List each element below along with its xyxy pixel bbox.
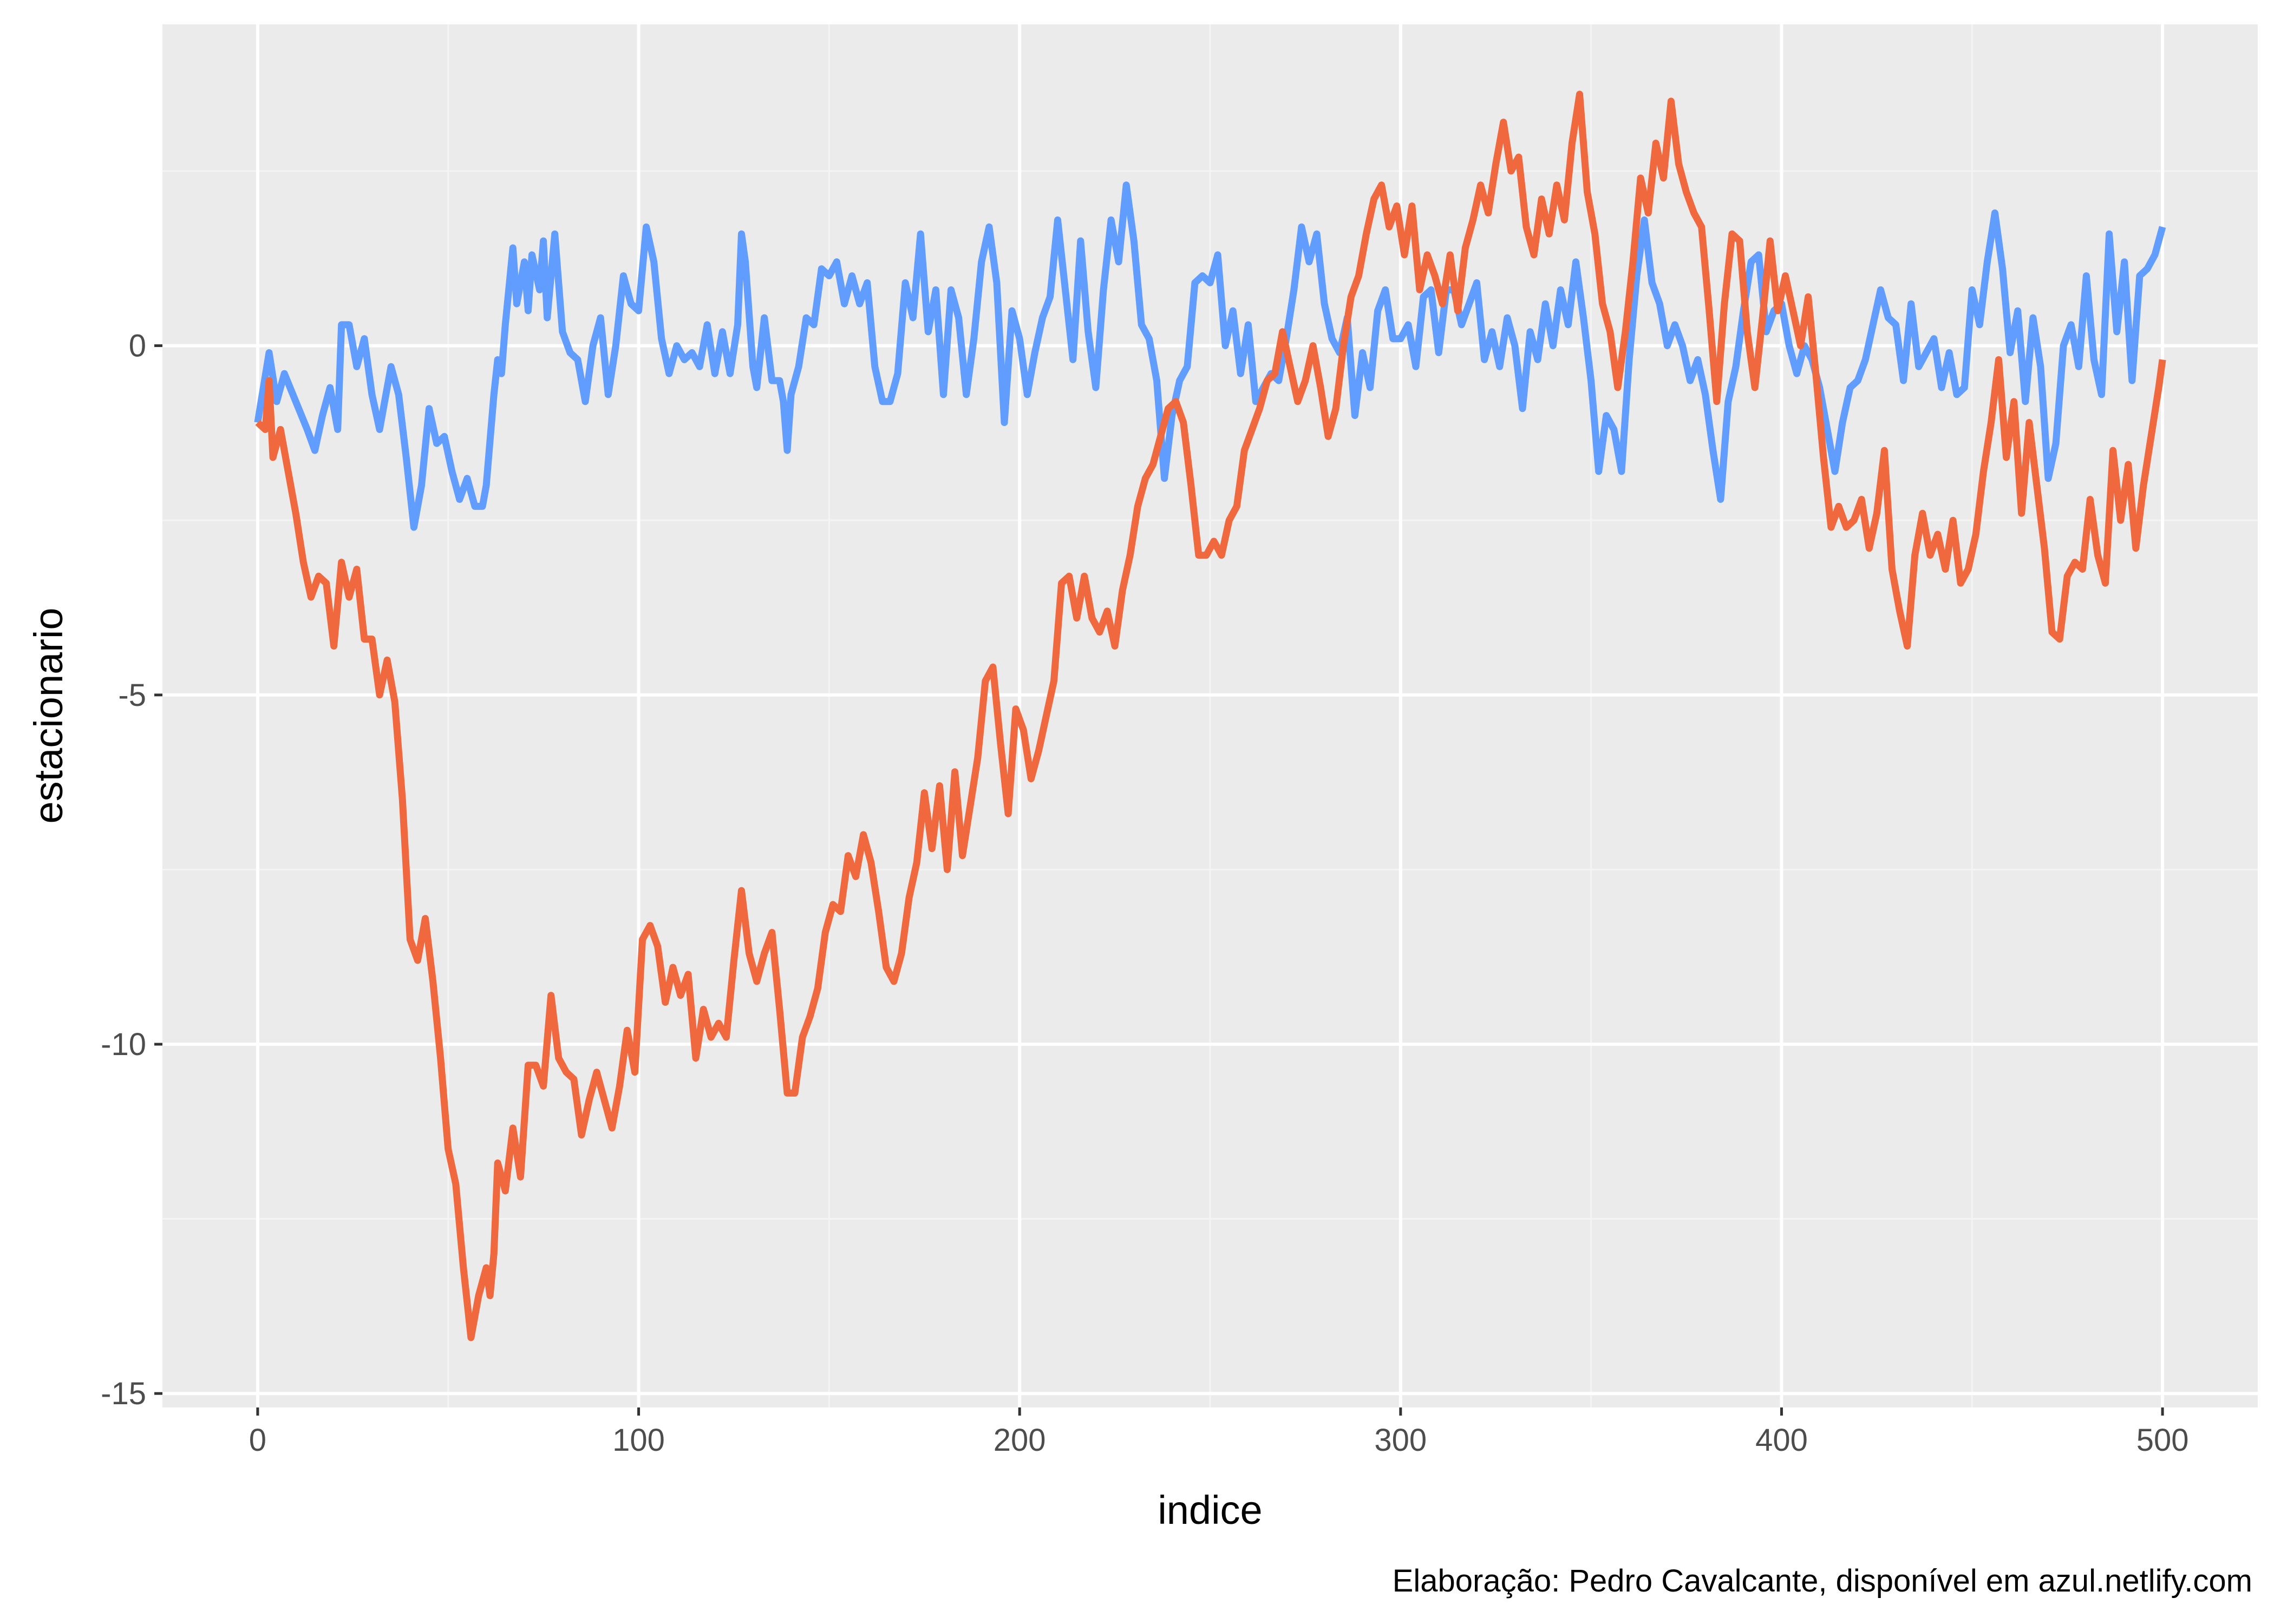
y-tick-label: -10	[101, 1027, 146, 1062]
series-layer	[254, 90, 2166, 1341]
series-line-orange	[255, 90, 2166, 1341]
y-tick-label: -15	[101, 1376, 146, 1411]
y-axis-ticks: -15 -10 -5 0	[101, 329, 162, 1411]
y-tick-label: 0	[129, 329, 146, 364]
minor-gridlines	[162, 24, 2258, 1407]
y-tick-label: -5	[118, 678, 146, 713]
x-tick-label: 100	[612, 1423, 665, 1458]
x-tick-label: 300	[1374, 1423, 1427, 1458]
caption: Elaboração: Pedro Cavalcante, disponível…	[1393, 1563, 2252, 1599]
x-tick-label: 0	[249, 1423, 266, 1458]
x-axis-ticks: 0 100 200 300 400 500	[249, 1407, 2189, 1458]
series-line-blue	[254, 181, 2166, 531]
x-tick-label: 500	[2136, 1423, 2189, 1458]
x-tick-label: 200	[994, 1423, 1046, 1458]
x-tick-label: 400	[1755, 1423, 1808, 1458]
x-axis-title: indice	[1158, 1488, 1262, 1533]
y-axis-title: estacionario	[26, 607, 71, 823]
